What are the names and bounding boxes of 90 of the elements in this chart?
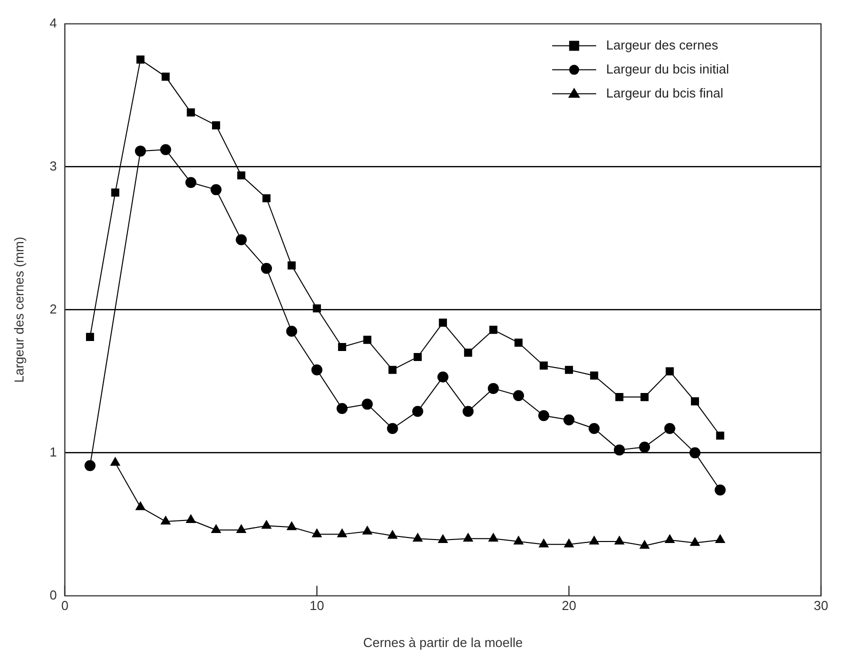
point xyxy=(538,410,550,422)
point xyxy=(588,422,600,434)
point xyxy=(513,390,524,402)
point xyxy=(312,304,321,312)
point xyxy=(111,188,120,197)
point xyxy=(262,194,271,202)
point xyxy=(438,318,447,327)
point xyxy=(134,146,146,157)
point xyxy=(563,414,574,426)
x-tick-label: 0 xyxy=(61,598,68,614)
point xyxy=(363,336,372,344)
point xyxy=(160,144,172,156)
point xyxy=(186,514,196,524)
point xyxy=(714,484,726,496)
point xyxy=(514,536,524,544)
point xyxy=(438,534,448,544)
point xyxy=(615,392,624,402)
y-axis-title: Largeur des cernes (mm) xyxy=(11,236,26,383)
point xyxy=(489,326,498,334)
point xyxy=(160,516,170,524)
y-tick-label: 0 xyxy=(50,587,57,602)
point xyxy=(362,526,372,534)
point xyxy=(211,524,221,534)
point xyxy=(362,398,373,410)
point xyxy=(514,338,523,347)
point xyxy=(488,533,498,542)
point xyxy=(614,536,624,544)
point xyxy=(564,366,573,374)
point xyxy=(715,534,726,544)
point xyxy=(337,528,347,538)
point xyxy=(84,460,96,472)
point xyxy=(86,332,94,342)
point xyxy=(388,366,397,374)
x-axis-title: Cernes à partir de la moelle xyxy=(363,634,523,650)
x-tick-label: 20 xyxy=(562,598,576,614)
point xyxy=(262,520,272,529)
point xyxy=(488,382,499,394)
point xyxy=(388,530,398,539)
point xyxy=(412,406,424,417)
y-tick-label: 2 xyxy=(50,301,57,316)
x-tick-label: 30 xyxy=(814,598,828,614)
point xyxy=(286,522,297,530)
point xyxy=(338,342,346,352)
legend-label: Largeur du bcis initial xyxy=(606,61,730,76)
point xyxy=(110,457,120,466)
point xyxy=(664,422,676,434)
point xyxy=(666,367,674,376)
point xyxy=(640,540,650,549)
point xyxy=(236,234,247,246)
point xyxy=(336,402,348,414)
point xyxy=(286,326,298,337)
y-tick-label: 4 xyxy=(50,15,57,30)
point xyxy=(614,444,625,456)
legend-label: Largeur des cernes xyxy=(606,37,719,52)
point xyxy=(690,397,700,406)
y-tick-label: 3 xyxy=(50,158,57,174)
point xyxy=(210,184,222,196)
point xyxy=(412,533,423,542)
point xyxy=(185,177,196,188)
point xyxy=(288,261,296,270)
point xyxy=(590,372,598,380)
point xyxy=(437,372,448,383)
point xyxy=(538,538,549,548)
point xyxy=(640,392,649,402)
point xyxy=(540,362,548,370)
point xyxy=(186,108,195,116)
point xyxy=(162,72,170,81)
point xyxy=(639,442,650,453)
point xyxy=(260,262,272,274)
legend-label: Largeur du bcis final xyxy=(606,85,724,100)
point xyxy=(690,537,700,546)
point xyxy=(463,533,473,542)
point xyxy=(664,534,675,544)
point xyxy=(689,447,700,458)
point xyxy=(311,364,322,376)
point xyxy=(564,538,574,548)
point xyxy=(414,352,422,362)
point xyxy=(589,536,599,544)
x-tick-label: 10 xyxy=(310,598,324,614)
point xyxy=(136,502,146,510)
point xyxy=(462,406,474,417)
point xyxy=(312,528,322,538)
y-tick-label: 1 xyxy=(50,444,57,460)
point xyxy=(464,348,472,357)
point xyxy=(212,121,220,130)
point xyxy=(236,524,246,534)
point xyxy=(237,171,246,180)
point xyxy=(387,422,398,434)
point xyxy=(136,56,144,64)
point xyxy=(716,432,724,440)
